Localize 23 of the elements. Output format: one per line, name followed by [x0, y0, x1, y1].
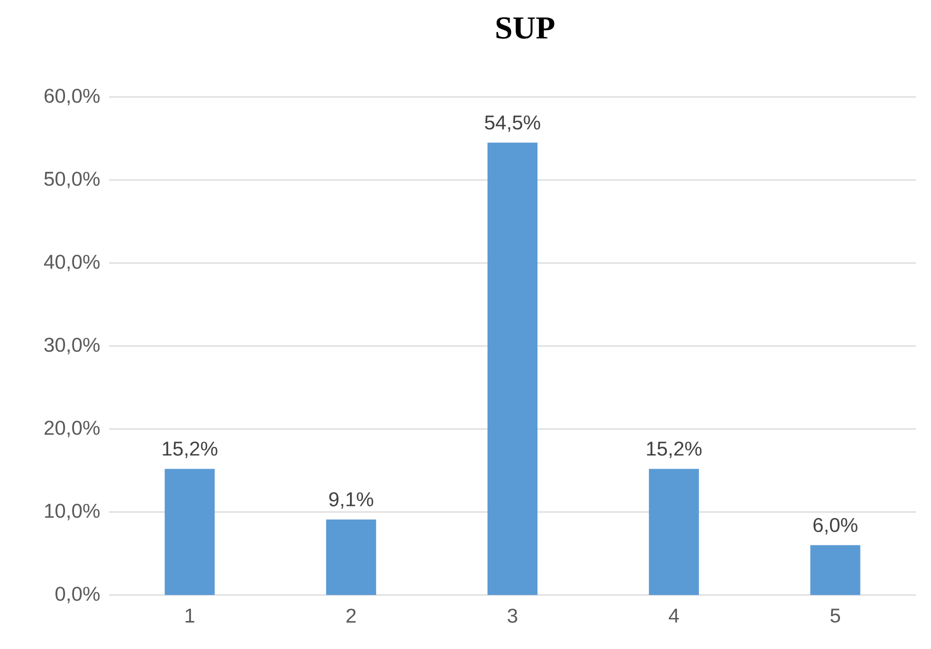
y-tick-label: 10,0% [45, 504, 100, 520]
data-label: 15,2% [162, 442, 218, 458]
y-tick-label: 30,0% [44, 338, 100, 354]
x-tick-label: 1 [186, 608, 194, 622]
bar [164, 468, 215, 595]
data-label: 15,2% [647, 442, 702, 458]
chart-title: SUP [496, 17, 554, 39]
data-label: 6,0% [814, 518, 858, 534]
x-tick-label: 5 [830, 608, 840, 623]
x-tick-label: 3 [508, 608, 518, 623]
y-tick-label: 50,0% [44, 172, 100, 188]
bar [488, 142, 538, 595]
bar [648, 468, 699, 595]
y-tick-label: 60,0% [44, 88, 100, 106]
bar [810, 545, 860, 595]
data-label: 9,1% [329, 492, 374, 509]
y-tick-label: 20,0% [44, 420, 100, 438]
y-tick-label: 40,0% [44, 254, 100, 272]
y-tick-label: 0,0% [55, 586, 100, 604]
x-tick-label: 4 [668, 608, 679, 622]
bar [326, 519, 376, 595]
data-label: 54,5% [484, 116, 540, 132]
x-tick-label: 2 [346, 608, 356, 623]
